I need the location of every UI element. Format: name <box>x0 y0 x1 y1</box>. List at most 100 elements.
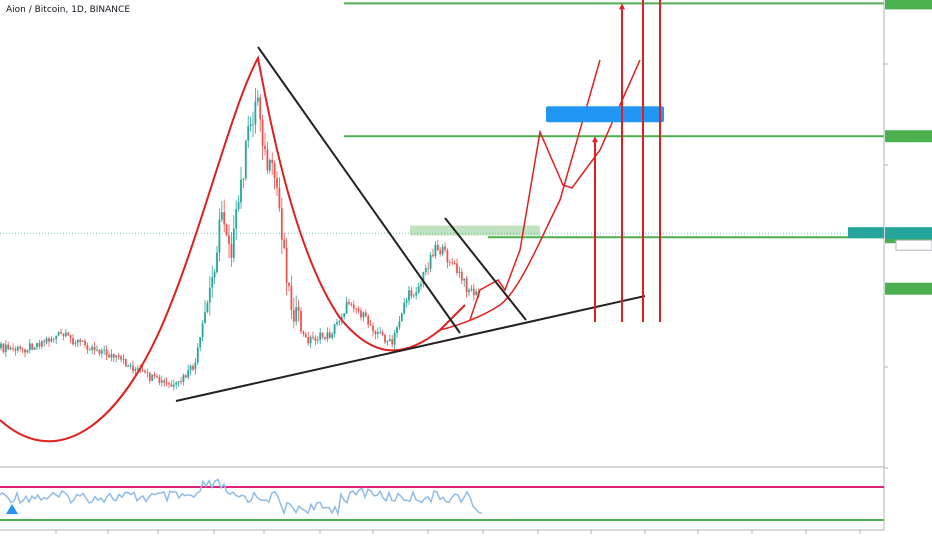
level-price-tag <box>885 0 932 10</box>
candle-body <box>160 380 163 383</box>
candle-body <box>333 324 336 335</box>
candle-body <box>163 380 166 383</box>
candle-body <box>331 334 334 338</box>
candle-body <box>424 268 427 273</box>
candle-body <box>398 321 401 328</box>
candle-body <box>396 327 398 334</box>
candle-body <box>230 244 233 258</box>
candle-body <box>242 178 245 180</box>
candle-body <box>451 262 454 264</box>
candle-body <box>232 228 235 258</box>
candle-body <box>228 235 230 245</box>
candle-body <box>314 337 317 341</box>
target-arrowhead <box>619 3 625 10</box>
candle-body <box>187 369 190 378</box>
candle-body <box>220 212 223 220</box>
candle-body <box>453 263 456 264</box>
rsi-line <box>0 478 483 517</box>
current-price-tag <box>885 227 932 240</box>
candle-body <box>204 312 206 324</box>
candle-body <box>88 349 91 351</box>
candle-body <box>235 209 238 229</box>
candle-body <box>343 313 346 317</box>
candle-body <box>249 124 252 127</box>
candle-body <box>336 322 338 325</box>
ascending-trendline <box>175 295 646 402</box>
candle-body <box>43 341 46 343</box>
candle-body <box>31 343 34 350</box>
candle-body <box>57 332 60 336</box>
candle-body <box>456 263 458 273</box>
candle-body <box>52 338 55 340</box>
candle-body <box>33 347 36 350</box>
candle-body <box>372 325 374 332</box>
candle-body <box>468 289 470 293</box>
level-price-tag <box>885 130 932 143</box>
candle-body <box>199 336 202 348</box>
candle-body <box>458 271 461 273</box>
candle-body <box>379 332 382 333</box>
candle-body <box>223 212 226 225</box>
candle-body <box>350 303 353 305</box>
candle-body <box>180 381 182 382</box>
candle-body <box>412 295 415 297</box>
candle-body <box>405 300 408 303</box>
candle-body <box>400 313 403 322</box>
candle-body <box>156 376 158 377</box>
candle-body <box>369 324 372 326</box>
candle-body <box>391 339 394 345</box>
candle-body <box>316 339 319 341</box>
target-arrowhead <box>592 136 598 143</box>
candle-body <box>381 332 384 335</box>
candle-body <box>324 337 326 339</box>
candle-body <box>376 332 379 334</box>
candle-body <box>276 177 278 188</box>
candle-body <box>26 350 29 353</box>
candle-body <box>69 335 72 339</box>
wedge-trendline <box>444 217 527 321</box>
candle-body <box>384 334 386 343</box>
candle-body <box>134 369 137 372</box>
candle-body <box>240 179 242 203</box>
candle-body <box>117 355 120 357</box>
candle-body <box>55 335 58 339</box>
candle-body <box>410 290 413 297</box>
candle-body <box>261 119 264 146</box>
candle-body <box>302 331 305 334</box>
candle-body <box>357 308 360 311</box>
candle-body <box>446 249 449 263</box>
candle-body <box>189 365 192 370</box>
candle-body <box>288 282 290 286</box>
candle-body <box>74 342 77 345</box>
candle-body <box>309 336 312 344</box>
candle-body <box>247 126 250 141</box>
candle-body <box>348 302 350 304</box>
candle-body <box>300 310 302 332</box>
projection-curve <box>439 59 601 331</box>
candle-body <box>129 365 132 367</box>
candle-body <box>60 332 62 334</box>
candle-body <box>264 145 266 150</box>
candle-body <box>321 332 324 338</box>
time-axis[interactable] <box>0 529 884 534</box>
candle-body <box>168 383 170 385</box>
candle-body <box>136 368 139 370</box>
candle-body <box>475 291 478 296</box>
candle-body <box>360 310 362 318</box>
candle-body <box>273 163 276 178</box>
candle-body <box>417 286 420 293</box>
candle-body <box>362 312 365 318</box>
candle-body <box>7 344 10 350</box>
candle-body <box>184 375 187 378</box>
candle-body <box>352 304 355 309</box>
candle-body <box>84 340 86 346</box>
candle-body <box>110 354 113 358</box>
cup-curve <box>0 55 466 443</box>
candle-body <box>98 349 101 354</box>
candle-body <box>196 347 199 363</box>
level-price-tag <box>885 282 932 295</box>
candle-body <box>115 355 118 358</box>
candle-body <box>292 310 295 322</box>
